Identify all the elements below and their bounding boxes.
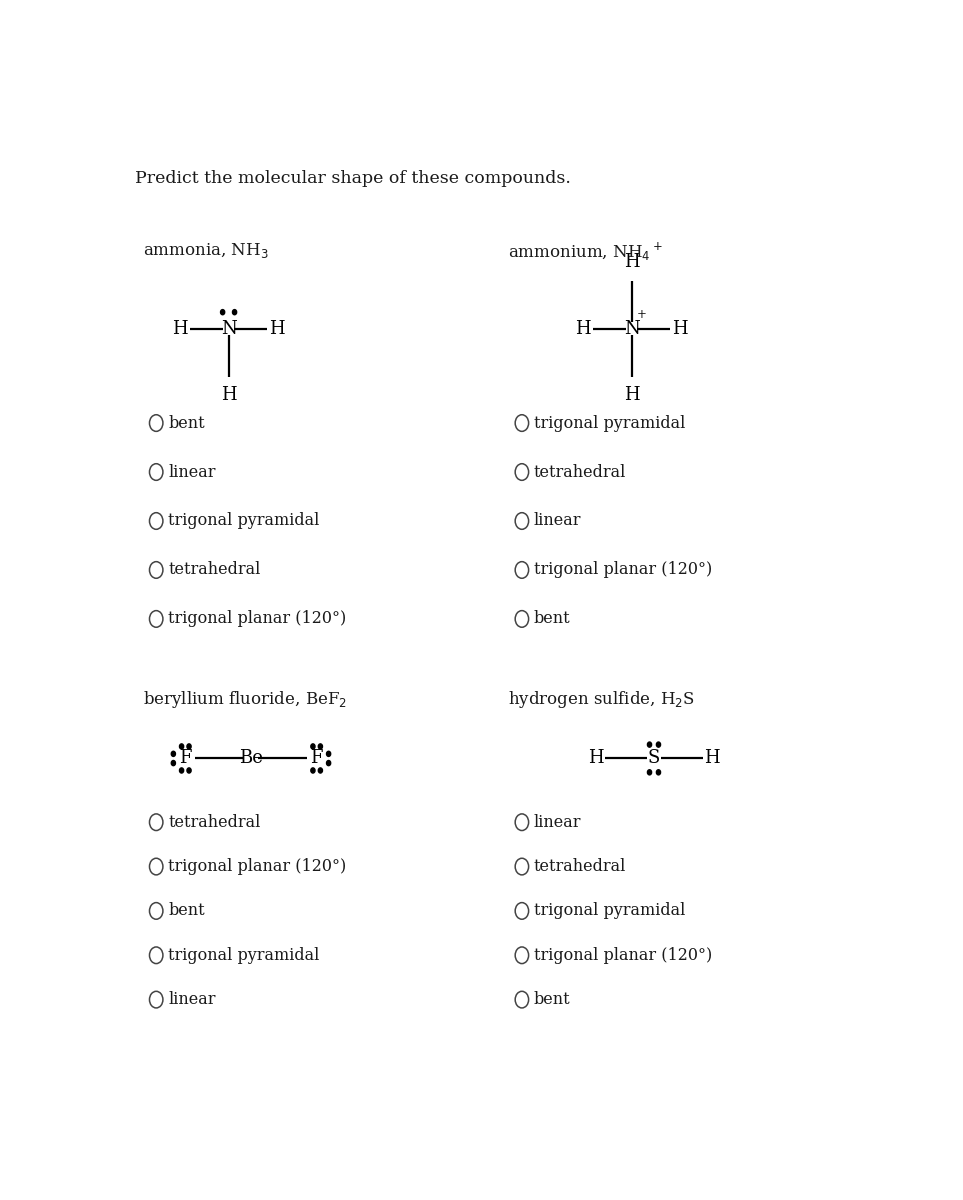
Text: H: H [672,319,688,337]
Circle shape [311,768,315,773]
Circle shape [171,751,175,756]
Circle shape [311,744,315,749]
Circle shape [232,310,237,314]
Text: bent: bent [169,414,205,432]
Text: S: S [648,750,661,768]
Text: tetrahedral: tetrahedral [169,562,261,578]
Circle shape [179,744,184,749]
Circle shape [171,761,175,766]
Circle shape [647,742,652,748]
Text: ammonia, NH$_3$: ammonia, NH$_3$ [143,241,269,260]
Text: Predict the molecular shape of these compounds.: Predict the molecular shape of these com… [136,170,571,187]
Circle shape [326,761,330,766]
Text: F: F [179,750,192,768]
Text: bent: bent [169,902,205,919]
Text: ammonium, NH$_4$$^+$: ammonium, NH$_4$$^+$ [508,241,664,263]
Text: H: H [172,319,188,337]
Text: hydrogen sulfide, H$_2$S: hydrogen sulfide, H$_2$S [508,689,695,710]
Text: trigonal planar (120°): trigonal planar (120°) [169,858,347,875]
Text: linear: linear [534,512,582,529]
Circle shape [319,768,323,773]
Text: Be: Be [239,750,263,768]
Text: trigonal pyramidal: trigonal pyramidal [534,902,686,919]
Text: H: H [575,319,591,337]
Text: trigonal pyramidal: trigonal pyramidal [534,414,686,432]
Circle shape [179,768,184,773]
Text: tetrahedral: tetrahedral [534,858,626,875]
Text: trigonal planar (120°): trigonal planar (120°) [169,611,347,628]
Text: linear: linear [534,814,582,830]
Text: bent: bent [534,991,570,1008]
Text: linear: linear [169,463,216,480]
Text: tetrahedral: tetrahedral [169,814,261,830]
Text: H: H [588,750,604,768]
Text: H: H [221,386,236,404]
Circle shape [326,751,330,756]
Text: H: H [704,750,720,768]
Text: tetrahedral: tetrahedral [534,463,626,480]
Circle shape [319,744,323,749]
Text: H: H [624,253,639,271]
Circle shape [187,744,191,749]
Text: +: + [638,308,647,322]
Text: trigonal pyramidal: trigonal pyramidal [169,947,320,964]
Circle shape [187,768,191,773]
Text: trigonal planar (120°): trigonal planar (120°) [534,562,712,578]
Text: bent: bent [534,611,570,628]
Text: trigonal pyramidal: trigonal pyramidal [169,512,320,529]
Text: N: N [624,319,639,337]
Circle shape [221,310,224,314]
Text: H: H [270,319,285,337]
Text: trigonal planar (120°): trigonal planar (120°) [534,947,712,964]
Text: linear: linear [169,991,216,1008]
Circle shape [657,769,661,775]
Text: H: H [624,386,639,404]
Text: beryllium fluoride, BeF$_2$: beryllium fluoride, BeF$_2$ [143,689,347,710]
Circle shape [647,769,652,775]
Text: N: N [221,319,237,337]
Circle shape [657,742,661,748]
Text: F: F [310,750,323,768]
